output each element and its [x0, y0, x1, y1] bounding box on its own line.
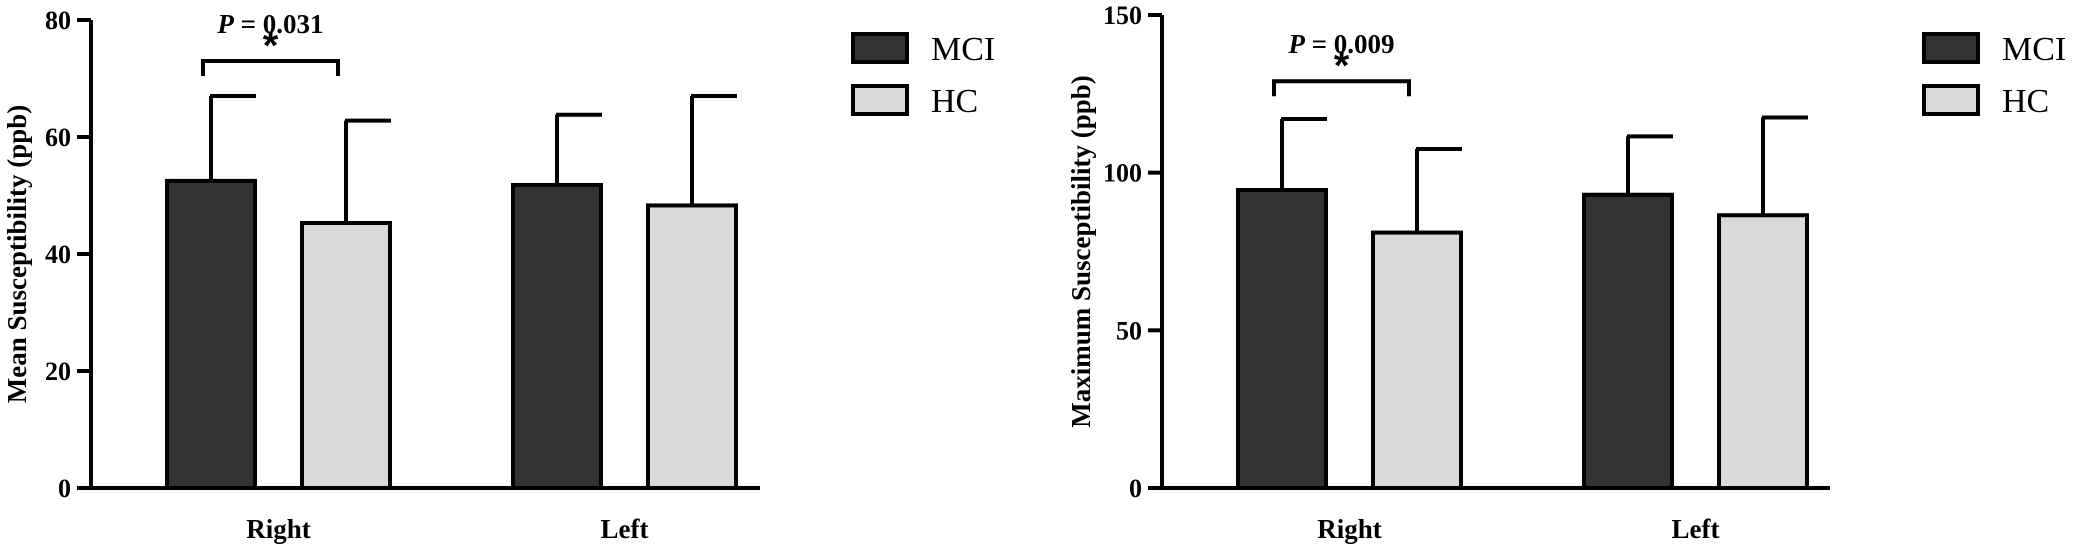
bar-hc-left [1717, 213, 1809, 490]
bar-hc-right [1371, 230, 1463, 490]
y-axis-label: Mean Susceptibility (ppb) [2, 105, 32, 404]
bar-mci-right [1236, 188, 1328, 490]
y-tick-label: 80 [45, 6, 71, 35]
y-tick-label: 20 [45, 357, 71, 386]
bar-hc-right [300, 220, 392, 490]
legend-swatch-mci [1922, 32, 1980, 64]
y-tick-label: 100 [1103, 159, 1142, 188]
y-axis-label: Maximum Susceptibility (ppb) [1066, 75, 1096, 428]
chart-1: 0 20 40 60 80 Mean Susceptibility (ppb) Right L… [2, 6, 995, 544]
p-value-label: P = 0.031 [216, 9, 323, 39]
y-tick-label: 50 [1116, 316, 1142, 345]
y-tick-label: 0 [58, 474, 71, 503]
legend-label-hc: HC [2002, 83, 2049, 120]
x-tick-label: Right [1317, 514, 1382, 544]
bar-mci-left [1582, 192, 1674, 491]
significance-star: * [263, 24, 279, 68]
x-tick-label: Left [1672, 514, 1720, 544]
x-tick-label: Left [601, 514, 649, 544]
bar-mci-left [511, 182, 603, 490]
significance-star: * [1334, 44, 1350, 88]
y-tick-label: 150 [1103, 1, 1142, 30]
legend-swatch-hc [1922, 84, 1980, 116]
legend-swatch-hc [851, 84, 909, 116]
chart-2: 0 50 100 150 Maximum Susceptibility (ppb) Rig… [1066, 1, 2066, 544]
p-value-label: P = 0.009 [1287, 29, 1394, 59]
y-tick-label: 0 [1129, 474, 1142, 503]
x-tick-label: Right [246, 514, 311, 544]
bar-mci-right [165, 178, 257, 490]
bar-hc-left [646, 203, 738, 490]
y-tick-label: 60 [45, 123, 71, 152]
legend-label-hc: HC [931, 83, 978, 120]
legend-label-mci: MCI [931, 31, 995, 68]
y-tick-label: 40 [45, 240, 71, 269]
legend-swatch-mci [851, 32, 909, 64]
significance-bracket [1272, 79, 1411, 97]
legend-label-mci: MCI [2002, 31, 2066, 68]
significance-bracket [201, 58, 340, 76]
